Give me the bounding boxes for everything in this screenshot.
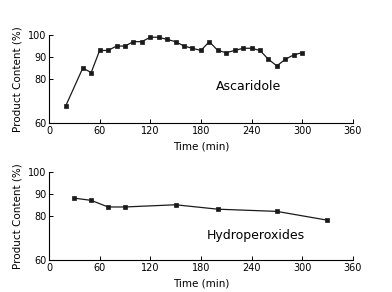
Y-axis label: Product Content (%): Product Content (%) bbox=[12, 163, 22, 269]
Y-axis label: Product Content (%): Product Content (%) bbox=[12, 26, 22, 132]
Text: Ascaridole: Ascaridole bbox=[216, 80, 281, 93]
X-axis label: Time (min): Time (min) bbox=[173, 278, 229, 288]
Text: Hydroperoxides: Hydroperoxides bbox=[207, 229, 305, 242]
X-axis label: Time (min): Time (min) bbox=[173, 142, 229, 152]
